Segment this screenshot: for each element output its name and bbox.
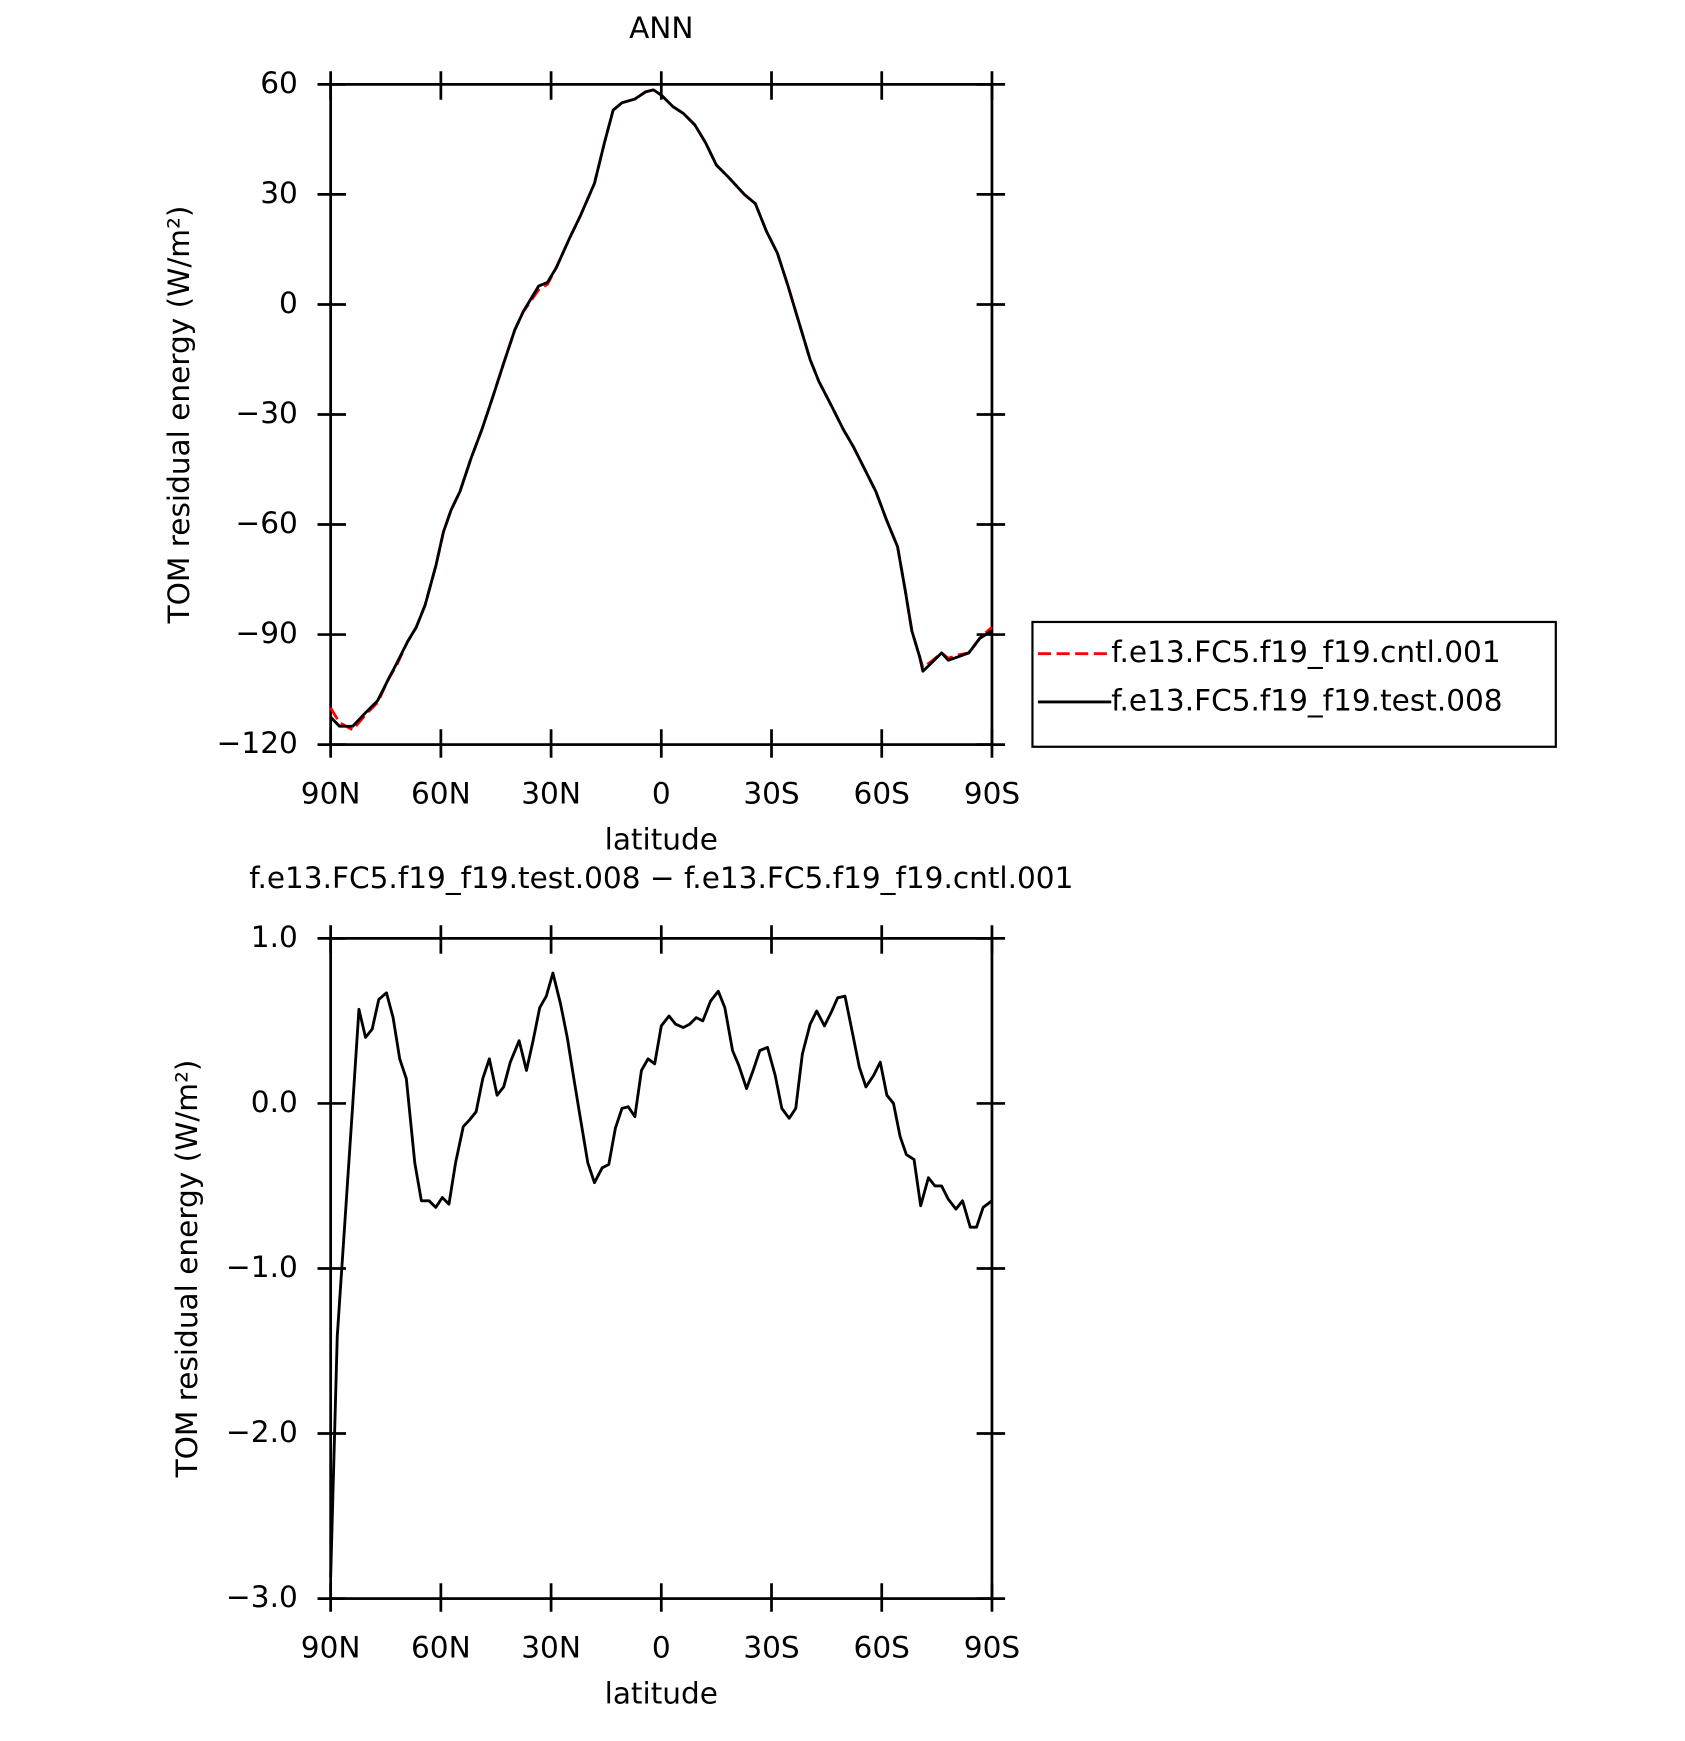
x-tick-label: 90N xyxy=(301,776,361,810)
y-tick-label: 30 xyxy=(260,176,298,210)
y-tick-label: −2.0 xyxy=(226,1415,298,1449)
x-tick-label: 30N xyxy=(521,1630,581,1664)
y-tick-label: −3.0 xyxy=(226,1580,298,1614)
x-tick-label: 60S xyxy=(854,1630,910,1664)
plot-frame xyxy=(329,937,994,1600)
y-tick-label: −90 xyxy=(235,616,297,650)
data-line xyxy=(329,971,993,1578)
x-tick-label: 0 xyxy=(652,1630,671,1664)
y-axis-label: TOM residual energy (W/m²) xyxy=(170,1060,204,1479)
chart-title: ANN xyxy=(629,11,693,45)
y-tick-label: −120 xyxy=(217,726,298,760)
y-tick-label: 0.0 xyxy=(251,1085,298,1119)
y-tick-label: 0 xyxy=(279,286,298,320)
y-tick-label: −30 xyxy=(235,396,297,430)
data-line xyxy=(329,88,993,732)
x-tick-label: 60S xyxy=(854,776,910,810)
x-tick-label: 60N xyxy=(411,1630,471,1664)
y-axis-label: TOM residual energy (W/m²) xyxy=(162,206,196,625)
x-tick-label: 90N xyxy=(301,1630,361,1664)
y-tick-label: −1.0 xyxy=(226,1250,298,1284)
legend-box xyxy=(1031,620,1557,748)
data-line xyxy=(329,88,993,728)
legend-label: f.e13.FC5.f19_f19.test.008 xyxy=(1111,683,1502,717)
y-tick-label: 1.0 xyxy=(251,920,298,954)
chart-title: f.e13.FC5.f19_f19.test.008 − f.e13.FC5.f… xyxy=(249,861,1073,895)
x-tick-label: 90S xyxy=(964,1630,1020,1664)
y-tick-label: 60 xyxy=(260,66,298,100)
x-tick-label: 30N xyxy=(521,776,581,810)
x-tick-label: 90S xyxy=(964,776,1020,810)
x-axis-label: latitude xyxy=(605,822,718,856)
x-tick-label: 30S xyxy=(743,1630,799,1664)
y-tick-label: −60 xyxy=(235,506,297,540)
x-tick-label: 60N xyxy=(411,776,471,810)
legend-label: f.e13.FC5.f19_f19.cntl.001 xyxy=(1111,635,1500,669)
x-axis-label: latitude xyxy=(605,1676,718,1710)
x-tick-label: 30S xyxy=(743,776,799,810)
x-tick-label: 0 xyxy=(652,776,671,810)
plot-frame xyxy=(329,83,994,746)
